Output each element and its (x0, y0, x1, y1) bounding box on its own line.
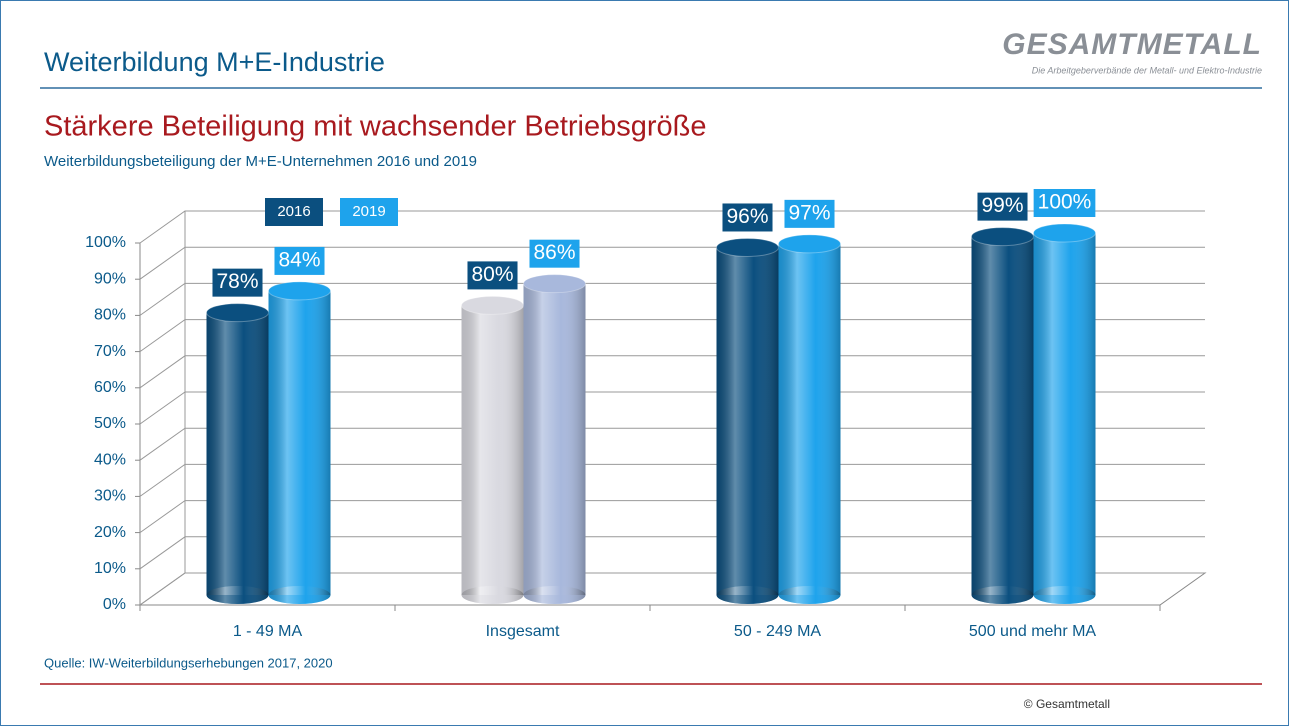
bar-base-sheen (268, 586, 331, 604)
bar-base-sheen (523, 586, 586, 604)
x-tick-label: Insgesamt (486, 623, 560, 640)
bar-top (716, 237, 779, 257)
legend-label: 2019 (352, 203, 385, 220)
y-tick-label: 30% (94, 488, 126, 505)
chart-title: Stärkere Beteiligung mit wachsender Betr… (44, 111, 707, 143)
bar-base-sheen (971, 586, 1034, 604)
value-label-box (467, 261, 518, 290)
value-label: 99% (981, 194, 1023, 217)
bar-sheen (461, 305, 524, 595)
value-label: 96% (726, 205, 768, 228)
grid-line (139, 210, 1205, 244)
bar-top (523, 274, 586, 294)
bar-base-sheen (778, 586, 841, 604)
chart-subtitle: Weiterbildungsbeteiligung der M+E-Untern… (44, 153, 477, 170)
grid-line (139, 463, 1205, 497)
bar-top (268, 281, 331, 301)
y-tick-label: 90% (94, 270, 126, 287)
value-label-box (274, 246, 325, 275)
value-label: 78% (216, 270, 258, 293)
y-tick-label: 20% (94, 524, 126, 541)
x-tick-label: 500 und mehr MA (969, 623, 1097, 640)
legend-swatch (265, 198, 323, 226)
value-label-box (1033, 189, 1096, 217)
logo: GESAMTMETALL (1002, 28, 1262, 61)
plot: 0% 10% 20% 30% 40% 50% 60% 70% 80% 90% 100% 2016 201… (85, 189, 1207, 640)
grid-line (139, 391, 1205, 425)
grid-line (139, 246, 1205, 280)
y-tick-label: 10% (94, 560, 126, 577)
grid-line (139, 319, 1205, 353)
y-tick-label: 70% (94, 343, 126, 360)
y-tick-label: 80% (94, 307, 126, 324)
bar-sheen (206, 312, 269, 595)
header-title: Weiterbildung M+E-Industrie (44, 47, 385, 77)
value-label: 80% (471, 263, 513, 286)
bar-base-sheen (206, 586, 269, 604)
value-label: 97% (788, 201, 830, 224)
grid-line (139, 355, 1205, 389)
y-tick-label: 40% (94, 451, 126, 468)
legend-label: 2016 (277, 203, 310, 220)
y-tick-label: 50% (94, 415, 126, 432)
grid-line (139, 536, 1205, 570)
value-label: 100% (1038, 191, 1092, 214)
grid-line (139, 427, 1205, 461)
y-tick-label: 60% (94, 379, 126, 396)
value-label-box (212, 268, 263, 297)
bar-base-sheen (461, 586, 524, 604)
bar-sheen (268, 290, 331, 595)
bar-top (971, 227, 1034, 247)
value-label-box (529, 239, 580, 268)
grid-line (139, 572, 1205, 606)
bar-sheen (971, 236, 1034, 595)
y-tick-label: 100% (85, 234, 126, 251)
bar-top (778, 234, 841, 254)
grid-line (139, 500, 1205, 534)
bar-base-sheen (1033, 586, 1096, 604)
value-label: 84% (278, 248, 320, 271)
grid-line (139, 282, 1205, 316)
value-label: 86% (533, 241, 575, 264)
bar-sheen (716, 247, 779, 596)
x-tick-label: 50 - 249 MA (734, 623, 821, 640)
bar-sheen (778, 243, 841, 596)
y-tick-label: 0% (103, 596, 126, 613)
source: Quelle: IW-Weiterbildungserhebungen 2017… (44, 655, 333, 670)
copyright: © Gesamtmetall (1024, 697, 1110, 711)
legend-swatch (340, 198, 398, 226)
value-label-box (784, 199, 835, 228)
logo-tagline: Die Arbeitgeberverbände der Metall- und … (1032, 65, 1262, 75)
value-label-box (722, 203, 773, 232)
x-tick-label: 1 - 49 MA (233, 623, 303, 640)
bar-sheen (1033, 233, 1096, 595)
bar-top (206, 303, 269, 323)
value-label-box (977, 192, 1028, 221)
bar-base-sheen (716, 586, 779, 604)
bar-top (461, 295, 524, 315)
bar-top (1033, 223, 1096, 243)
bar-sheen (523, 283, 586, 595)
